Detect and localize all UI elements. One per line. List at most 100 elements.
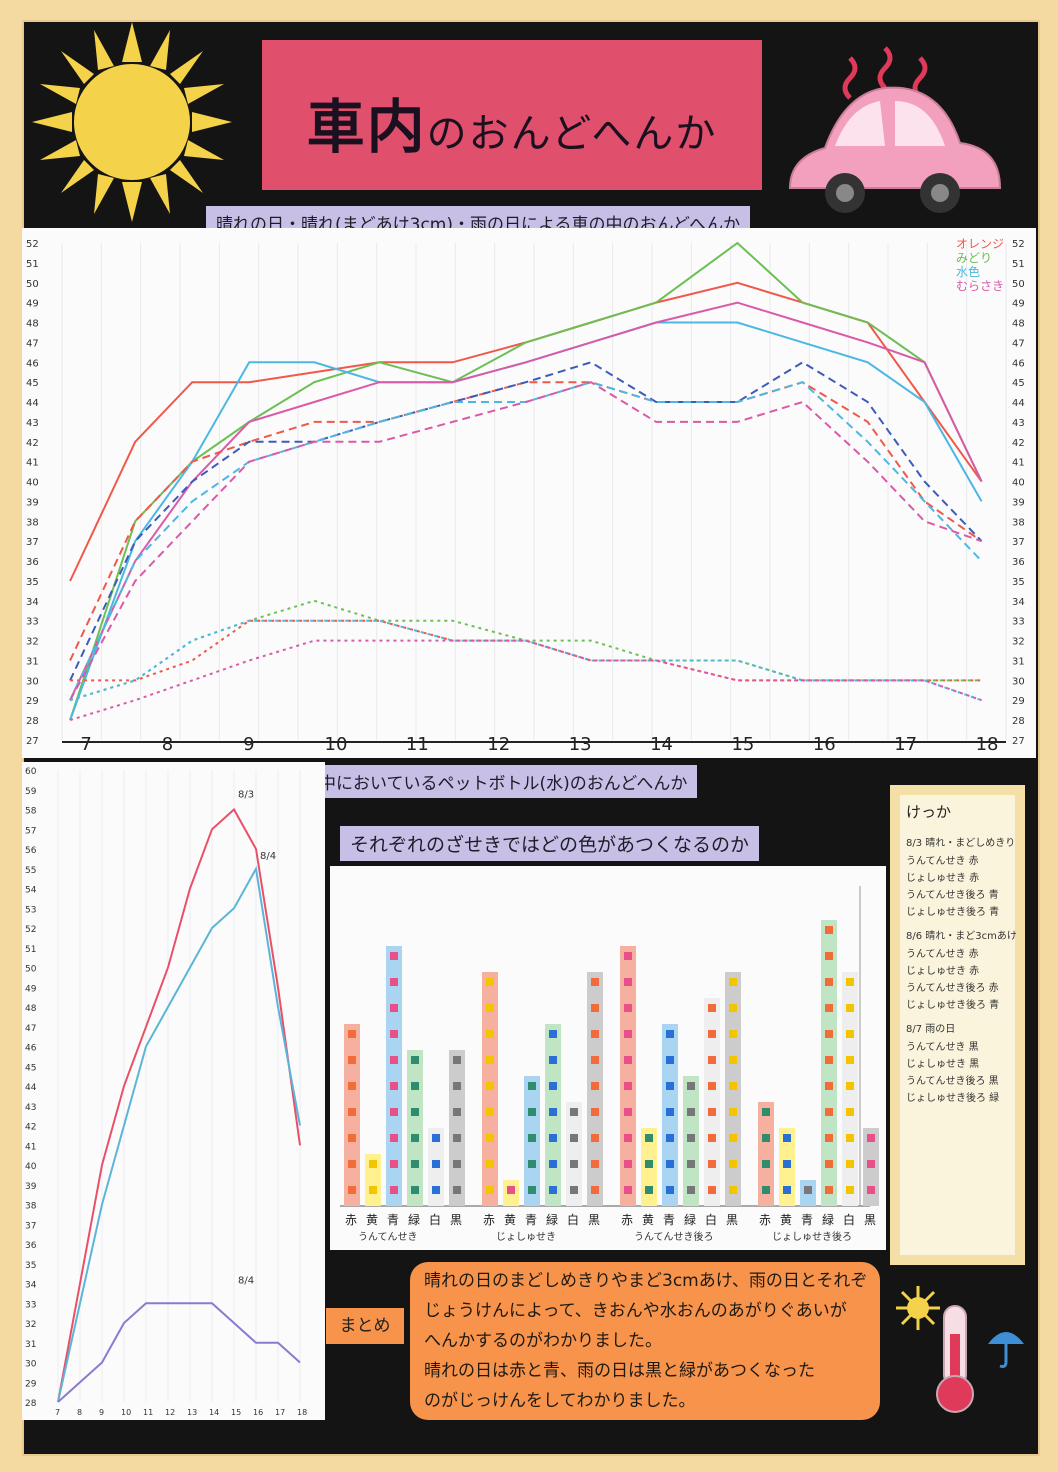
seat-bar-marker	[486, 1134, 494, 1142]
y-tick-label-left: 33	[26, 617, 39, 628]
x-tick-label: 17	[275, 1408, 285, 1417]
bottle-chart-label: 車の中においているペットボトル(水)のおんどへんか	[275, 765, 698, 798]
seat-bar-marker	[708, 1160, 716, 1168]
seat-bar-marker	[528, 1134, 536, 1142]
seat-color-label: 黄	[366, 1213, 378, 1227]
seat-bar-marker	[591, 1082, 599, 1090]
y-tick-label: 59	[25, 787, 37, 797]
seat-bar-marker	[549, 1056, 557, 1064]
series-line-sunny-closed	[69, 241, 983, 721]
y-tick-label-right: 27	[1012, 736, 1025, 747]
seat-bar-marker	[369, 1186, 377, 1194]
seat-color-label: 緑	[822, 1212, 834, 1227]
y-tick-label-left: 46	[26, 358, 39, 369]
summary-tag: まとめ	[326, 1308, 404, 1344]
y-tick-label: 58	[25, 807, 37, 817]
seat-bar-marker	[486, 1108, 494, 1116]
y-tick-label-right: 37	[1012, 537, 1025, 548]
y-tick-label: 53	[25, 905, 36, 915]
seat-bar-marker	[390, 978, 398, 986]
y-tick-label: 42	[25, 1123, 36, 1133]
seat-bar-marker	[783, 1160, 791, 1168]
seat-color-label: 黒	[864, 1213, 876, 1227]
series-line-sunny-closed	[69, 281, 983, 582]
seat-bar-marker	[570, 1108, 578, 1116]
y-tick-label-left: 32	[26, 637, 39, 648]
results-line: じょしゅせき後ろ 青	[906, 907, 1000, 918]
umbrella-icon	[988, 1332, 1024, 1368]
results-line: じょしゅせき 赤	[906, 873, 980, 884]
seat-color-label: 赤	[345, 1213, 357, 1227]
y-tick-label-right: 46	[1012, 358, 1025, 369]
seat-bar	[704, 998, 720, 1206]
y-tick-label-right: 28	[1012, 716, 1025, 727]
seat-bar-marker	[411, 1108, 419, 1116]
seat-bar-marker	[348, 1108, 356, 1116]
bottle-temperature-chart: 28 29 30 31 32 33 34 35 36 37 38 39 40 41 42 43 44 45 46 47…	[25, 767, 307, 1417]
seat-bar-marker	[762, 1186, 770, 1194]
summary-box: 晴れの日のまどしめきりやまど3cmあけ、雨の日とそれぞれ じょうけんによって、き…	[410, 1262, 880, 1420]
seat-bar-marker	[411, 1134, 419, 1142]
y-tick-label-right: 39	[1012, 497, 1025, 508]
y-tick-label-left: 45	[26, 378, 39, 389]
seat-bar-marker	[708, 1030, 716, 1038]
seat-bar-marker	[666, 1108, 674, 1116]
x-tick-label: 7	[55, 1408, 60, 1417]
results-section-header: 8/7 雨の日	[906, 1024, 956, 1035]
x-tick-label: 17	[894, 734, 917, 755]
seat-bar-marker	[486, 1160, 494, 1168]
y-tick-label: 56	[25, 846, 37, 856]
seat-bar-marker	[825, 1134, 833, 1142]
seat-bar-marker	[486, 1004, 494, 1012]
seat-bar-marker	[729, 1082, 737, 1090]
summary-line: へんかするのがわかりました。	[424, 1331, 662, 1351]
title-rest: のおんどへんか	[426, 111, 718, 157]
y-tick-label: 50	[25, 965, 37, 975]
seat-bar-marker	[453, 1160, 461, 1168]
seat-bar-marker	[846, 978, 854, 986]
seat-bar-marker	[666, 1030, 674, 1038]
seat-bar-marker	[348, 1056, 356, 1064]
seat-bar-marker	[591, 1186, 599, 1194]
series-line-sunny-open	[69, 381, 983, 661]
results-line: うんてんせき後ろ 赤	[906, 983, 999, 994]
y-tick-label: 34	[25, 1281, 37, 1291]
seat-bar-marker	[729, 1030, 737, 1038]
results-line: じょしゅせき後ろ 青	[906, 1000, 1000, 1011]
y-tick-label: 49	[25, 984, 37, 994]
series-line-sunny-open	[69, 361, 983, 681]
y-tick-label-right: 31	[1012, 656, 1025, 667]
seat-bar-marker	[624, 978, 632, 986]
seat-bar-marker	[348, 1082, 356, 1090]
seat-bar-marker	[591, 1056, 599, 1064]
y-tick-label-left: 50	[26, 279, 39, 290]
x-tick-label: 9	[243, 734, 254, 755]
seat-chart-label: それぞれのざせきではどの色があつくなるのか	[340, 826, 760, 861]
seat-bar-marker	[570, 1134, 578, 1142]
x-tick-label: 8	[162, 734, 173, 755]
summary-line: 晴れの日は赤と青、雨の日は黒と緑があつくなった	[424, 1361, 815, 1381]
seat-bar	[566, 1102, 582, 1206]
seat-bar-marker	[432, 1134, 440, 1142]
y-tick-label-left: 39	[26, 497, 39, 508]
x-tick-label: 7	[80, 734, 91, 755]
x-tick-label: 18	[976, 734, 999, 755]
y-tick-label-left: 27	[26, 736, 39, 747]
seat-bar-marker	[624, 1186, 632, 1194]
seat-bar-marker	[825, 978, 833, 986]
thermometer-icon	[936, 1305, 974, 1413]
small-sun-icon	[896, 1286, 940, 1330]
seat-bar-marker	[591, 1004, 599, 1012]
seat-bar-marker	[825, 1160, 833, 1168]
seat-bar-marker	[453, 1082, 461, 1090]
seat-bar-marker	[666, 1134, 674, 1142]
x-tick-label: 15	[231, 1408, 241, 1417]
y-tick-label-left: 35	[26, 577, 39, 588]
seat-bar-marker	[528, 1082, 536, 1090]
legend-label: みどり	[956, 251, 992, 265]
y-tick-label-left: 42	[26, 438, 39, 449]
seat-bar-marker	[411, 1056, 419, 1064]
x-tick-label: 14	[209, 1408, 219, 1417]
car-icon	[788, 46, 1002, 213]
seat-bar-marker	[645, 1134, 653, 1142]
